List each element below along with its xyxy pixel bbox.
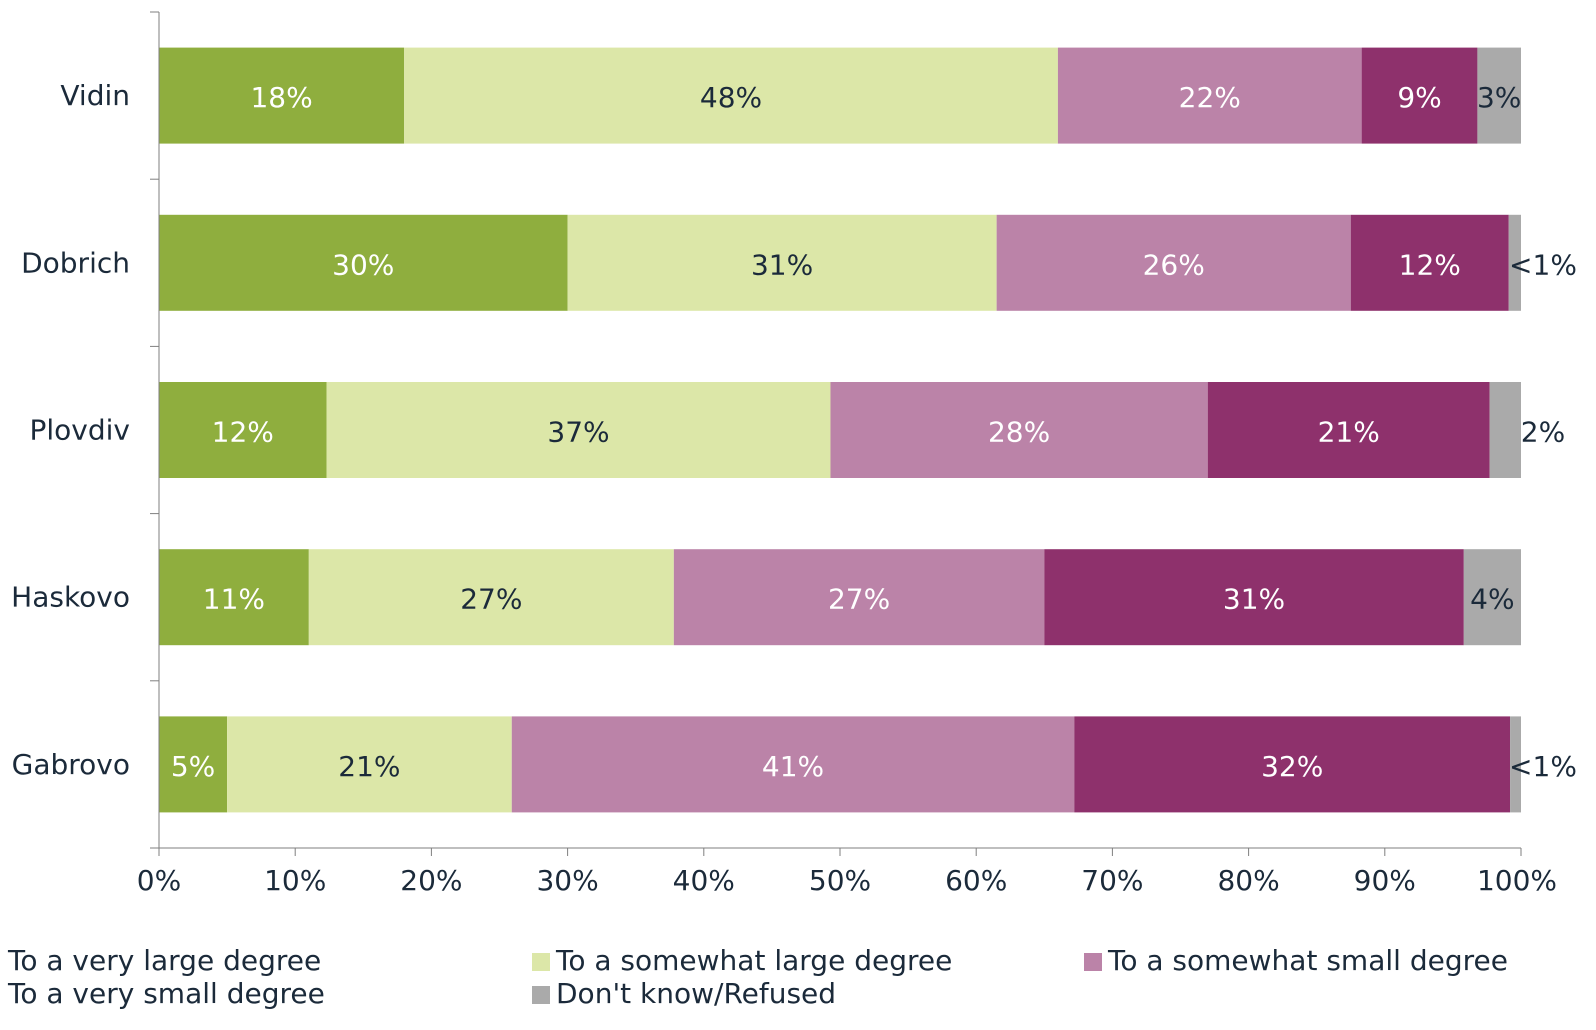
bar-segment (1477, 47, 1521, 144)
bar-segment (1510, 716, 1521, 813)
x-tick-label: 100% (1477, 864, 1557, 897)
data-label: 41% (762, 750, 824, 783)
bar-segment (1044, 549, 1464, 646)
bar-segment (404, 47, 1058, 144)
data-label: 2% (1521, 416, 1565, 449)
legend: To a very large degree To a somewhat larg… (0, 945, 1596, 1030)
data-label: 48% (700, 81, 762, 114)
bar-segment (673, 549, 1045, 646)
data-label: 37% (547, 416, 609, 449)
bar-segment (159, 716, 228, 813)
data-label: 28% (988, 416, 1050, 449)
data-label: <1% (1509, 248, 1577, 281)
x-tick-label: 70% (1081, 864, 1143, 897)
data-label: 21% (1318, 416, 1380, 449)
x-tick-label: 60% (945, 864, 1007, 897)
data-label: <1% (1509, 750, 1577, 783)
legend-item: To a very small degree (8, 978, 325, 1010)
bar-segment (1361, 47, 1478, 144)
bars-layer: 18% 48% 22% 9% 3% 30% 31% 26% 12% <1% 12% 37% 28% 21%… (159, 47, 1577, 813)
legend-label: Don't know/Refused (556, 977, 837, 1010)
bar-segment (1489, 382, 1521, 478)
bar-segment (308, 549, 674, 646)
bar-segment (159, 47, 405, 144)
stacked-bar-chart: 18% 48% 22% 9% 3% 30% 31% 26% 12% <1% 12% 37% 28% 21%… (11, 11, 1577, 897)
x-tick-label: 30% (536, 864, 598, 897)
data-label: 22% (1179, 81, 1241, 114)
data-label: 11% (203, 583, 265, 616)
data-label: 31% (751, 248, 813, 281)
category-label-haskovo: Haskovo (11, 581, 130, 614)
bar-segment (159, 382, 327, 478)
legend-label: To a somewhat small degree (1108, 944, 1508, 977)
legend-label: To a very large degree (8, 944, 322, 977)
x-tick-label: 10% (264, 864, 326, 897)
legend-swatch (532, 953, 550, 971)
data-label: 26% (1143, 248, 1205, 281)
bar-segment (830, 382, 1208, 478)
bar-segment (996, 214, 1351, 311)
x-tick-label: 90% (1354, 864, 1416, 897)
bar-segment (1057, 47, 1362, 144)
data-label: 12% (212, 416, 274, 449)
bar-segment (326, 382, 831, 478)
data-label: 27% (460, 583, 522, 616)
category-label-plovdiv: Plovdiv (30, 414, 131, 447)
x-tick-label: 50% (809, 864, 871, 897)
bar-segment (1463, 549, 1521, 646)
axes-layer: Vidin Dobrich Plovdiv Haskovo Gabrovo 0% 10% 20… (11, 11, 1557, 897)
x-tick-label: 0% (137, 864, 181, 897)
legend-label: To a very small degree (8, 977, 325, 1010)
data-label: 3% (1477, 81, 1521, 114)
x-tick-label: 20% (400, 864, 462, 897)
category-label-dobrich: Dobrich (21, 246, 130, 279)
data-label: 31% (1223, 583, 1285, 616)
bar-segment (1074, 716, 1511, 813)
x-tick-label: 80% (1217, 864, 1279, 897)
data-label: 30% (332, 248, 394, 281)
data-label: 4% (1470, 583, 1514, 616)
bar-segment (1508, 214, 1521, 311)
category-label-gabrovo: Gabrovo (12, 748, 130, 781)
bar-segment (159, 214, 568, 311)
bar-segment (511, 716, 1075, 813)
data-label: 18% (250, 81, 312, 114)
bar-segment (227, 716, 512, 813)
legend-item: Don't know/Refused (532, 978, 836, 1010)
data-label: 5% (171, 750, 215, 783)
data-label: 9% (1397, 81, 1441, 114)
bar-segment (159, 549, 309, 646)
bar-segment (1350, 214, 1509, 311)
legend-item: To a very large degree (8, 945, 321, 977)
legend-swatch (1084, 953, 1102, 971)
category-label-vidin: Vidin (60, 79, 130, 112)
data-label: 21% (338, 750, 400, 783)
data-label: 27% (828, 583, 890, 616)
legend-item: To a somewhat large degree (532, 945, 952, 977)
data-label: 32% (1261, 750, 1323, 783)
legend-item: To a somewhat small degree (1084, 945, 1508, 977)
bar-segment (567, 214, 997, 311)
x-tick-label: 40% (673, 864, 735, 897)
data-label: 12% (1399, 248, 1461, 281)
legend-swatch (532, 986, 550, 1004)
bar-segment (1207, 382, 1490, 478)
legend-label: To a somewhat large degree (556, 944, 953, 977)
